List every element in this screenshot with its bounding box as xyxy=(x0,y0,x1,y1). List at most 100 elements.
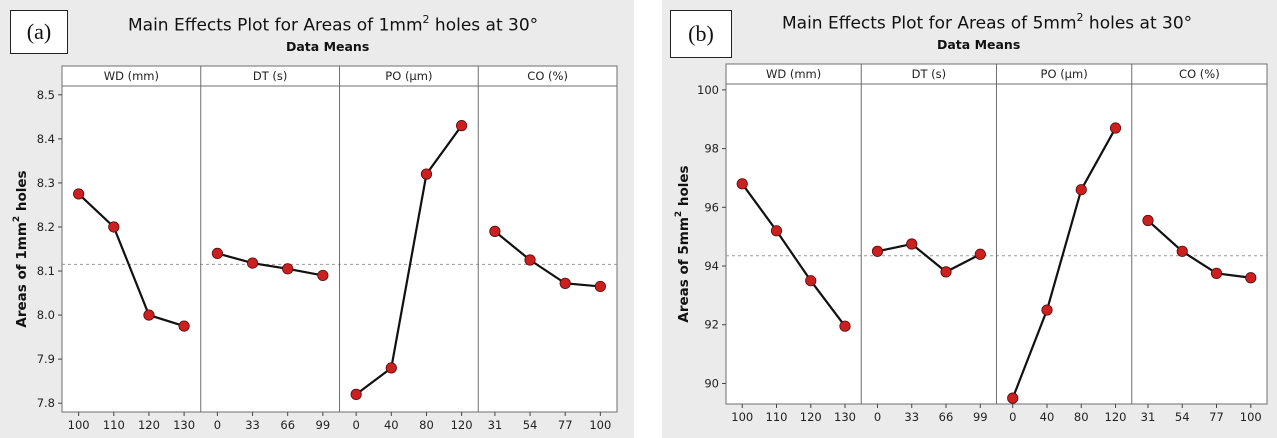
y-tick-label: 92 xyxy=(704,318,719,332)
data-point xyxy=(246,257,259,269)
y-axis-label-end: holes xyxy=(676,165,692,210)
data-point xyxy=(1245,272,1257,284)
data-point xyxy=(178,320,190,332)
x-tick-label: 100 xyxy=(1240,410,1262,424)
y-tick-label: 8.4 xyxy=(37,132,55,146)
data-point xyxy=(839,320,851,332)
data-point xyxy=(736,178,748,190)
y-axis-label-sup: 2 xyxy=(12,216,22,222)
facet-strip-label: WD (mm) xyxy=(766,67,821,81)
facet-strip-label: CO (%) xyxy=(527,69,568,83)
data-point xyxy=(1007,392,1019,404)
facet-strip-label: DT (s) xyxy=(912,67,947,81)
y-tick-label: 8.5 xyxy=(37,88,55,102)
data-point xyxy=(350,388,362,400)
x-tick-label: 100 xyxy=(68,418,90,432)
data-point xyxy=(108,221,120,233)
y-tick-label: 7.8 xyxy=(37,396,55,410)
x-tick-label: 110 xyxy=(766,410,788,424)
data-point xyxy=(143,309,155,321)
data-point xyxy=(805,275,817,287)
series-line xyxy=(494,230,601,288)
x-tick-label: 130 xyxy=(834,410,856,424)
y-axis-label-end: holes xyxy=(14,170,30,215)
data-point xyxy=(282,263,294,275)
x-tick-label: 130 xyxy=(173,418,195,432)
series-line xyxy=(741,183,846,327)
chart-title: Main Effects Plot for Areas of 5mm2 hole… xyxy=(782,11,1192,34)
series-line xyxy=(1147,219,1251,279)
y-tick-label: 90 xyxy=(704,376,719,390)
x-tick-label: 99 xyxy=(973,410,988,424)
chart-title-end: holes at 30° xyxy=(434,15,539,36)
data-point xyxy=(1176,245,1188,257)
x-tick-label: 77 xyxy=(1209,410,1224,424)
chart-panel-b: (b) Main Effects Plot for Areas of 5mm2 … xyxy=(662,0,1277,438)
facet-strip-label: PO (µm) xyxy=(1041,67,1088,81)
data-point xyxy=(317,269,329,282)
chart-title-sup: 2 xyxy=(422,13,430,26)
chart-title-text: Main Effects Plot for Areas of 5mm xyxy=(782,13,1077,34)
y-axis-label-text: Areas of 5mm xyxy=(676,217,692,322)
data-point xyxy=(385,362,397,374)
data-point xyxy=(594,280,606,293)
y-tick-label: 94 xyxy=(704,259,719,273)
data-point xyxy=(1109,122,1122,134)
series-line xyxy=(1011,127,1117,399)
series-line xyxy=(217,252,324,277)
data-point xyxy=(906,238,918,250)
y-axis-label-sup: 2 xyxy=(674,211,684,217)
chart-title-sup: 2 xyxy=(1076,11,1084,24)
x-tick-label: 54 xyxy=(1175,410,1190,424)
x-tick-label: 120 xyxy=(1105,410,1127,424)
x-tick-label: 0 xyxy=(214,418,221,432)
y-tick-label: 8.3 xyxy=(37,176,55,190)
data-point xyxy=(1041,304,1053,316)
x-tick-label: 120 xyxy=(138,418,160,432)
facet-strip-label: CO (%) xyxy=(1179,67,1220,81)
x-tick-label: 99 xyxy=(316,418,331,432)
x-tick-label: 80 xyxy=(419,418,434,432)
chart-subtitle: Data Means xyxy=(937,37,1021,52)
y-axis-label: Areas of 1mm2 holes xyxy=(12,170,30,327)
x-tick-label: 0 xyxy=(1009,410,1016,424)
x-tick-label: 31 xyxy=(1141,410,1156,424)
x-tick-label: 40 xyxy=(1040,410,1055,424)
data-point xyxy=(940,266,952,278)
data-point xyxy=(871,245,884,257)
x-tick-label: 100 xyxy=(731,410,753,424)
facet-strip-label: WD (mm) xyxy=(104,69,159,83)
x-tick-label: 54 xyxy=(523,418,538,432)
y-tick-label: 8.1 xyxy=(37,264,55,278)
facet-strip-label: DT (s) xyxy=(253,69,288,83)
x-tick-label: 0 xyxy=(352,418,359,432)
chart-plot-a: 7.8 7.9 8.0 8.1 8.2 8.3 8.4 8.5 Areas of 1mm2 ho… xyxy=(12,65,618,432)
y-tick-label: 8.0 xyxy=(37,308,55,322)
data-point xyxy=(455,120,468,132)
x-tick-label: 31 xyxy=(488,418,503,432)
x-tick-label: 33 xyxy=(245,418,260,432)
chart-subtitle: Data Means xyxy=(286,39,370,54)
data-point xyxy=(770,225,783,237)
data-point xyxy=(1210,267,1223,279)
data-point xyxy=(524,254,536,266)
y-tick-label: 7.9 xyxy=(37,352,55,366)
chart-plot-b: 90 92 94 96 98 100 Areas of 5mm2 holes WD (mm) 1… xyxy=(674,63,1268,424)
series-line xyxy=(77,193,185,328)
y-axis-label-text: Areas of 1mm xyxy=(14,222,30,327)
chart-panel-a: (a) Main Effects Plot for Areas of 1mm2 … xyxy=(0,0,634,438)
y-tick-label: 8.2 xyxy=(37,220,55,234)
data-point xyxy=(1075,184,1087,196)
data-point xyxy=(489,225,501,237)
x-tick-label: 120 xyxy=(451,418,473,432)
x-tick-label: 100 xyxy=(589,418,611,432)
x-tick-label: 40 xyxy=(384,418,399,432)
x-tick-label: 77 xyxy=(558,418,573,432)
x-tick-label: 0 xyxy=(874,410,881,424)
data-point xyxy=(420,168,433,180)
series-line xyxy=(355,125,463,396)
x-tick-label: 120 xyxy=(800,410,822,424)
panel-label: (a) xyxy=(10,10,68,54)
x-tick-label: 80 xyxy=(1074,410,1089,424)
chart-title: Main Effects Plot for Areas of 1mm2 hole… xyxy=(128,13,539,36)
